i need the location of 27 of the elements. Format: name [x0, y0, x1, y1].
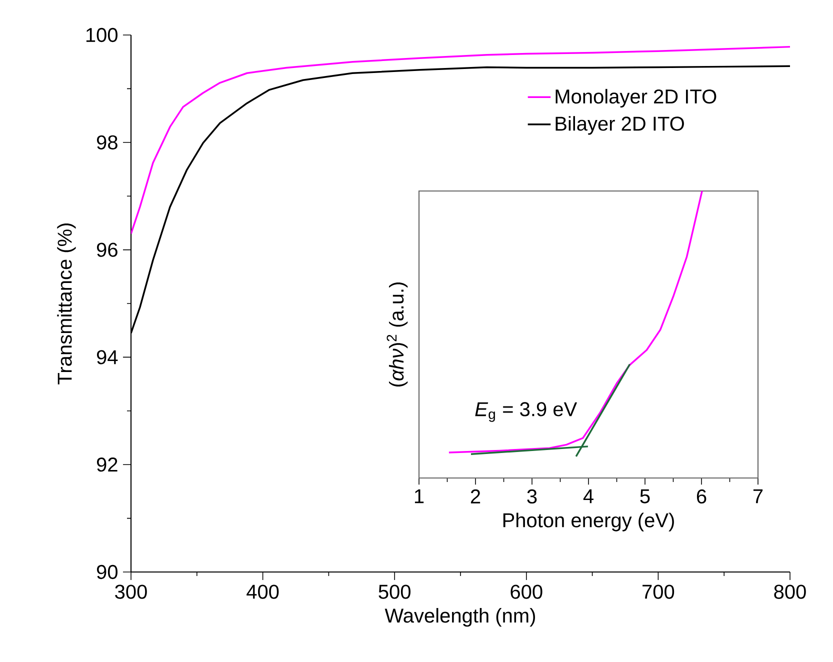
x-tick-label: 1	[414, 489, 424, 504]
y-tick-label: 94	[96, 350, 118, 364]
x-tick-label: 3	[527, 489, 537, 504]
x-tick-label: 300	[115, 584, 147, 599]
y-tick-label: 92	[96, 458, 118, 472]
x-tick-label: 5	[640, 489, 650, 504]
x-axis-title: Wavelength (nm)	[384, 608, 535, 627]
y-tick-label: 90	[96, 564, 118, 580]
legend-label: Bilayer 2D ITO	[556, 116, 684, 135]
x-tick-label: 800	[774, 584, 806, 599]
y-axis-title: Transmittance (%)	[57, 223, 76, 384]
x-tick-label: 6	[696, 489, 706, 504]
x-tick-label: 7	[753, 489, 763, 504]
y-tick-label: 100	[86, 28, 118, 42]
annotation: E$_{g}$ = 3.9 eV	[475, 402, 578, 422]
x-tick-label: 700	[642, 584, 674, 599]
x-tick-label: 600	[510, 584, 542, 599]
x-tick-label: 400	[246, 584, 279, 599]
x-tick-label: 2	[470, 489, 480, 504]
x-tick-label: 500	[378, 584, 410, 599]
y-axis-title: (αhν)$^{2}$ (a.u.)	[386, 282, 408, 387]
legend-label: Monolayer 2D ITO	[556, 88, 716, 108]
y-tick-label: 96	[96, 242, 118, 257]
line-series	[131, 46, 790, 235]
x-tick-label: 4	[583, 489, 594, 504]
x-axis-title: Photon energy (eV)	[503, 512, 674, 532]
y-tick-label: 98	[96, 135, 118, 150]
